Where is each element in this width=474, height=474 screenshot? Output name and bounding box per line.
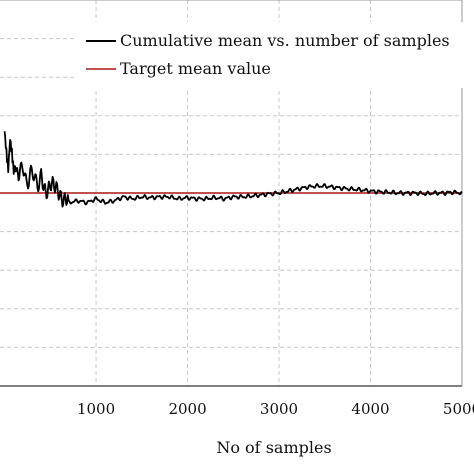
- x-tick-label-2: 3000: [260, 400, 298, 418]
- x-tick-labels: 1000 2000 3000 4000 5000: [77, 400, 474, 418]
- cumulative-mean-line: [3, 131, 463, 208]
- legend: Cumulative mean vs. number of samples Tar…: [74, 22, 474, 88]
- legend-label-1: Target mean value: [120, 59, 271, 78]
- x-tick-label-1: 2000: [168, 400, 206, 418]
- series-cumulative-mean: [3, 131, 463, 208]
- x-axis-title: No of samples: [216, 438, 331, 457]
- x-tick-label-0: 1000: [77, 400, 115, 418]
- legend-background: [74, 22, 474, 88]
- legend-label-0: Cumulative mean vs. number of samples: [120, 31, 450, 50]
- x-tick-label-3: 4000: [351, 400, 389, 418]
- x-tick-label-4: 5000: [443, 400, 474, 418]
